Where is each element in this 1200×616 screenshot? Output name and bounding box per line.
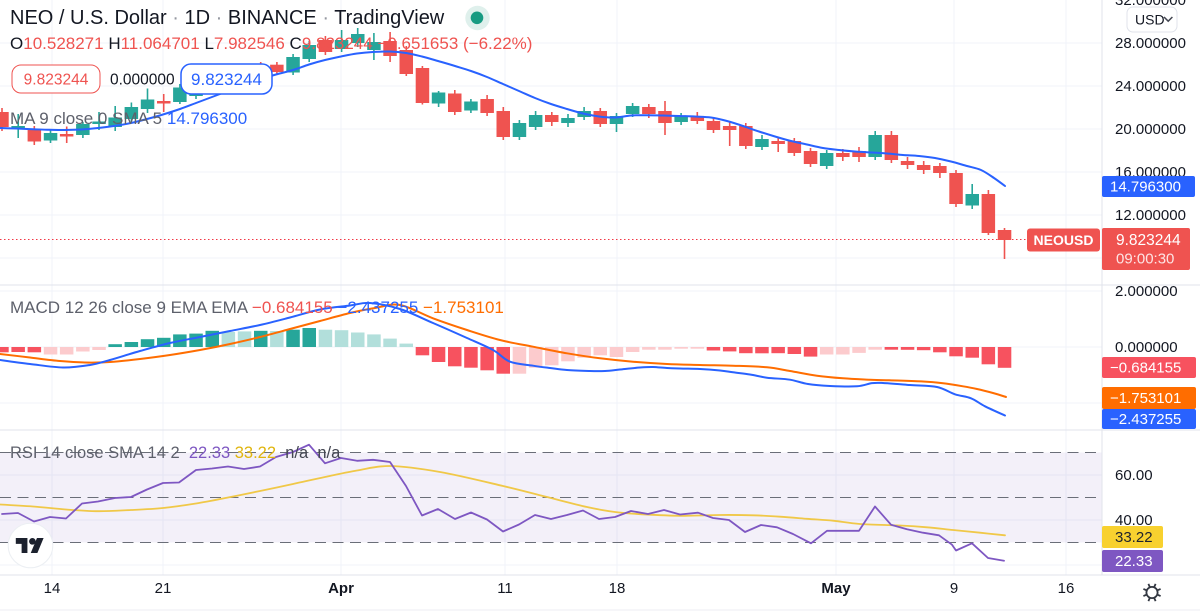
svg-text:14.796300: 14.796300: [1110, 179, 1181, 196]
svg-text:60.00: 60.00: [1115, 467, 1153, 484]
svg-text:21: 21: [155, 580, 172, 597]
svg-text:28.000000: 28.000000: [1115, 35, 1186, 52]
svg-text:Apr: Apr: [328, 580, 354, 597]
svg-text:22.33: 22.33: [1115, 553, 1153, 570]
svg-text:May: May: [821, 580, 851, 597]
svg-text:USD: USD: [1135, 12, 1165, 28]
svg-text:14: 14: [44, 580, 61, 597]
svg-text:33.22: 33.22: [1115, 529, 1153, 546]
svg-text:MACD 12 26 close 9 EMA EMA −0.: MACD 12 26 close 9 EMA EMA −0.684155 −2.…: [10, 298, 504, 317]
svg-text:O10.528271 H11.064701 L7.98254: O10.528271 H11.064701 L7.982546 C9.82324…: [10, 34, 532, 53]
svg-text:−1.753101: −1.753101: [1110, 390, 1181, 407]
svg-text:9.823244: 9.823244: [1116, 232, 1181, 249]
svg-text:0.000000: 0.000000: [1115, 339, 1178, 356]
svg-text:RSI 14 close SMA 14 2 22.33 3: RSI 14 close SMA 14 2 22.33 33.22 n/a n/…: [10, 444, 341, 462]
svg-text:0.000000: 0.000000: [110, 72, 175, 89]
svg-text:40.00: 40.00: [1115, 512, 1153, 529]
svg-text:−0.684155: −0.684155: [1110, 360, 1181, 377]
svg-text:−2.437255: −2.437255: [1110, 411, 1181, 428]
svg-text:09:00:30: 09:00:30: [1116, 251, 1174, 268]
svg-text:NEOUSD: NEOUSD: [1034, 232, 1094, 248]
svg-text:12.000000: 12.000000: [1115, 207, 1186, 224]
svg-text:24.000000: 24.000000: [1115, 78, 1186, 95]
svg-text:32.000000: 32.000000: [1115, 0, 1186, 9]
svg-text:18: 18: [609, 580, 626, 597]
svg-text:16: 16: [1058, 580, 1075, 597]
svg-text:9.823244: 9.823244: [24, 72, 89, 89]
svg-text:20.000000: 20.000000: [1115, 121, 1186, 138]
svg-text:9.823244: 9.823244: [191, 70, 262, 89]
svg-text:MA 9 close 0 SMA 5 14.796300: MA 9 close 0 SMA 5 14.796300: [10, 109, 247, 128]
svg-text:NEO / U.S. Dollar · 1D · BINAN: NEO / U.S. Dollar · 1D · BINANCE · Tradi…: [10, 7, 445, 29]
svg-text:11: 11: [497, 580, 513, 597]
svg-text:9: 9: [950, 580, 958, 597]
svg-text:2.000000: 2.000000: [1115, 283, 1178, 300]
